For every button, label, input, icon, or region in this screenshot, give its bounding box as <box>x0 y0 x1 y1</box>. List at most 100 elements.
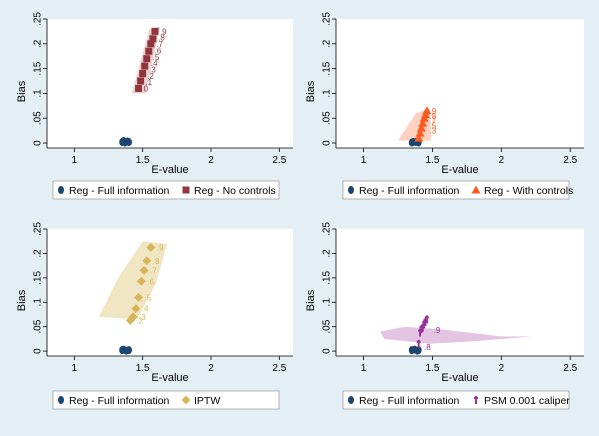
legend-label: Reg - Full information <box>359 395 460 407</box>
y-tick-label: .15 <box>322 270 333 284</box>
x-tick-label: 1 <box>361 155 367 166</box>
x-axis-title: E-value <box>441 164 478 176</box>
point-label: .7 <box>156 40 163 49</box>
series-full-information <box>119 345 132 355</box>
y-axis-title: Bias <box>16 289 28 311</box>
data-point <box>139 266 149 276</box>
legend-label: Reg - Full information <box>359 185 460 197</box>
y-axis-title: Bias <box>16 80 28 102</box>
point-label: .7 <box>150 267 157 276</box>
y-tick-label: 0 <box>322 140 333 146</box>
point-label: .9 <box>430 107 437 116</box>
data-point <box>151 27 159 35</box>
legend-label: Reg - Full information <box>69 185 170 197</box>
point-label: .2 <box>147 72 154 81</box>
point-label: 0 <box>144 84 149 93</box>
panel-2: 0 .05 .1 .15 .2 .25 1 1.5 2 2.5 E-value Bias .3.5.7.… <box>305 12 584 200</box>
data-point <box>126 138 132 147</box>
data-point <box>141 62 149 70</box>
data-point <box>143 55 151 63</box>
legend: Reg - Full information IPTW <box>52 390 280 410</box>
series-comparison: .8.9 <box>416 315 441 352</box>
point-label: .2 <box>136 316 143 325</box>
data-point <box>58 396 64 404</box>
y-tick-label: .1 <box>33 89 44 98</box>
legend-label: IPTW <box>194 395 220 407</box>
legend-label: Reg - Full information <box>69 395 170 407</box>
series-comparison: 0.1.2.3.4.5.6.7.8.9 <box>135 27 167 93</box>
point-label: .1 <box>145 78 152 87</box>
point-label: .3 <box>149 65 156 74</box>
point-label: .7 <box>430 117 437 126</box>
x-tick-label: 2 <box>499 155 505 166</box>
data-point <box>147 40 155 48</box>
x-tick-label: 1.5 <box>425 363 439 374</box>
point-label: .6 <box>147 277 154 286</box>
data-point <box>474 396 478 404</box>
legend-box <box>342 180 570 200</box>
data-point <box>58 186 64 194</box>
y-tick-label: .05 <box>33 111 44 125</box>
data-point <box>471 185 481 194</box>
data-point <box>142 256 152 266</box>
y-tick-label: .15 <box>322 61 333 75</box>
data-point <box>145 47 153 55</box>
panel-4: 0 .05 .1 .15 .2 .25 1 1.5 2 2.5 E-value Bias .8.9 Reg… <box>305 222 584 410</box>
point-label: .8 <box>430 112 437 121</box>
data-point <box>348 396 354 404</box>
y-tick-label: .2 <box>33 249 44 258</box>
y-tick-label: .1 <box>322 298 333 307</box>
legend: Reg - Full information Reg - No controls <box>52 180 280 200</box>
x-tick-label: 1.5 <box>136 363 150 374</box>
plot-area <box>47 19 293 148</box>
x-tick-label: 1 <box>361 363 367 374</box>
point-label: .4 <box>142 305 149 314</box>
y-tick-label: .05 <box>322 319 333 333</box>
point-label: .9 <box>434 326 441 335</box>
x-tick-label: 2.5 <box>563 363 577 374</box>
data-point <box>181 395 191 405</box>
y-tick-label: .25 <box>322 222 333 236</box>
x-tick-label: 2 <box>208 155 214 166</box>
point-label: .4 <box>151 59 158 68</box>
y-tick-label: 0 <box>33 348 44 354</box>
point-label: .5 <box>145 293 152 302</box>
data-point <box>137 77 145 85</box>
series-comparison: .2.3.4 .5 .6.7.8 .9 <box>125 243 164 325</box>
x-axis-title: E-value <box>151 164 188 176</box>
x-tick-label: 1 <box>72 155 78 166</box>
point-label: .3 <box>430 127 437 136</box>
y-tick-label: 0 <box>322 348 333 354</box>
series-full-information <box>408 345 422 355</box>
legend-box <box>52 390 280 410</box>
data-point <box>416 123 426 132</box>
y-axis-title: Bias <box>305 289 317 311</box>
plot-area <box>47 229 293 356</box>
x-axis-title: E-value <box>441 372 478 384</box>
data-point <box>415 346 422 355</box>
data-point <box>424 315 429 324</box>
legend: Reg - Full information PSM 0.001 caliper <box>342 390 570 410</box>
y-tick-label: .1 <box>33 298 44 307</box>
x-tick-label: 2 <box>208 363 214 374</box>
data-point <box>416 339 421 348</box>
y-tick-label: .05 <box>322 111 333 125</box>
y-tick-label: .2 <box>322 249 333 258</box>
point-label: .6 <box>155 46 162 55</box>
y-tick-label: .15 <box>33 270 44 284</box>
data-point <box>131 304 141 314</box>
confidence-band <box>380 326 532 344</box>
data-point <box>415 128 425 137</box>
point-label: .3 <box>139 313 146 322</box>
x-tick-label: 2.5 <box>272 155 286 166</box>
data-point <box>414 133 424 142</box>
legend: Reg - Full information Reg - With control… <box>342 180 573 200</box>
data-point <box>422 106 432 115</box>
data-point <box>128 312 138 322</box>
y-tick-label: 0 <box>33 140 44 146</box>
x-tick-label: 1.5 <box>136 155 150 166</box>
y-tick-label: .1 <box>322 89 333 98</box>
x-tick-label: 1.5 <box>425 155 439 166</box>
